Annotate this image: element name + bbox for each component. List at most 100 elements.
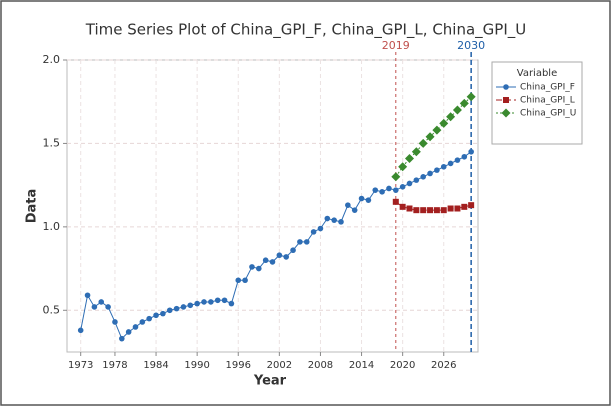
marker [98, 299, 105, 305]
marker [187, 302, 194, 309]
marker [413, 207, 420, 214]
marker [276, 252, 283, 259]
x-tick-label: 1973 [68, 360, 93, 371]
marker [351, 207, 358, 213]
marker [221, 297, 228, 304]
x-tick-label: 1984 [143, 360, 168, 371]
marker [420, 174, 427, 180]
marker [242, 277, 248, 284]
marker [249, 264, 255, 270]
x-tick-label: 1996 [226, 360, 251, 371]
legend-label: China_GPI_F [520, 83, 575, 93]
marker [503, 84, 509, 90]
marker [454, 157, 461, 163]
marker [405, 153, 414, 163]
x-tick-label: 2002 [267, 360, 292, 371]
marker [406, 205, 413, 212]
marker [262, 257, 269, 264]
marker [91, 304, 98, 310]
y-axis-label: Data [25, 189, 40, 224]
marker [392, 198, 399, 205]
reference-label: 2030 [457, 39, 485, 52]
marker [447, 160, 454, 167]
marker [391, 172, 401, 182]
reference-label: 2019 [382, 39, 410, 52]
marker [501, 108, 511, 118]
marker [283, 254, 290, 260]
marker [297, 239, 303, 245]
marker [208, 299, 214, 305]
marker [201, 299, 207, 305]
marker [255, 265, 262, 272]
y-tick-label: 1.5 [43, 136, 61, 149]
y-tick-label: 0.5 [43, 303, 61, 316]
marker [399, 184, 406, 190]
marker [379, 189, 385, 195]
marker [153, 312, 159, 319]
marker [180, 304, 187, 310]
chart-title: Time Series Plot of China_GPI_F, China_G… [85, 21, 527, 40]
marker [324, 215, 331, 222]
marker [365, 197, 372, 203]
marker [434, 167, 440, 173]
x-tick-label: 1990 [184, 360, 209, 371]
y-tick-label: 2.0 [43, 53, 61, 66]
marker [338, 219, 344, 225]
legend-title: Variable [517, 68, 558, 79]
legend-label: China_GPI_L [520, 96, 575, 106]
y-tick-label: 1.0 [43, 220, 61, 233]
marker [112, 319, 118, 325]
marker [440, 163, 447, 170]
marker [139, 319, 146, 325]
marker [427, 170, 433, 177]
marker [372, 187, 379, 193]
marker [432, 125, 442, 135]
marker [425, 132, 435, 142]
marker [418, 138, 428, 148]
marker [433, 207, 440, 214]
marker [269, 259, 276, 265]
marker [468, 148, 474, 155]
marker [166, 307, 173, 314]
marker [386, 185, 392, 192]
marker [77, 327, 84, 334]
marker [503, 97, 509, 103]
marker [228, 300, 235, 307]
marker [119, 335, 125, 342]
marker [406, 180, 413, 187]
marker [358, 195, 365, 202]
marker [235, 277, 242, 284]
marker [468, 202, 475, 209]
marker [331, 217, 337, 223]
marker [413, 177, 420, 183]
series-line [80, 151, 472, 340]
marker [345, 202, 351, 208]
marker [303, 239, 310, 245]
marker [84, 292, 91, 299]
marker [454, 205, 461, 212]
marker [399, 203, 406, 210]
marker [447, 205, 454, 212]
marker [466, 92, 476, 102]
marker [461, 203, 468, 210]
marker [452, 105, 462, 115]
marker [393, 187, 399, 193]
x-tick-label: 2008 [308, 360, 333, 371]
marker [440, 207, 447, 214]
marker [427, 207, 434, 214]
x-tick-label: 2026 [431, 360, 456, 371]
marker [194, 300, 200, 307]
marker [317, 225, 324, 232]
marker [459, 98, 469, 108]
marker [214, 297, 221, 304]
marker [105, 304, 111, 310]
marker [310, 229, 317, 235]
marker [146, 315, 152, 322]
marker [411, 147, 421, 157]
plot-area [66, 59, 479, 353]
marker [290, 247, 296, 254]
x-tick-label: 2020 [390, 360, 415, 371]
x-tick-label: 2014 [349, 360, 374, 371]
x-tick-label: 1978 [102, 360, 127, 371]
